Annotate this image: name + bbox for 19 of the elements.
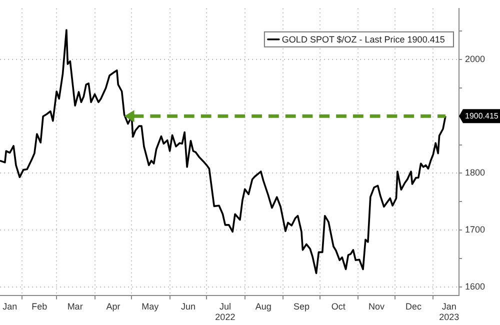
x-tick-label: Jul 2022	[215, 301, 236, 322]
y-tick-label: 1700	[465, 224, 486, 235]
y-tick-label: 1600	[465, 281, 486, 292]
y-tick-label: 2000	[465, 54, 486, 64]
legend-label: GOLD SPOT $/OZ - Last Price 1900.415	[282, 34, 445, 44]
x-tick-label: Feb	[32, 301, 48, 312]
x-tick-label: Mar	[67, 301, 83, 312]
x-tick-label: Nov	[368, 301, 386, 312]
x-tick-label: Jan 2023	[439, 301, 460, 322]
x-tick-label: Jan	[2, 301, 18, 312]
ref-line-label: 1900.415	[465, 111, 499, 120]
x-tick-label: Apr	[106, 301, 120, 312]
x-tick-label: May	[142, 301, 160, 312]
y-tick-label: 1800	[465, 168, 486, 178]
x-tick-label: Jun	[181, 301, 196, 312]
x-tick-label: Dec	[405, 301, 422, 312]
x-tick-label: Sep	[293, 301, 310, 312]
x-tick-label: Oct	[331, 301, 346, 312]
x-tick-label: Aug	[255, 301, 272, 312]
